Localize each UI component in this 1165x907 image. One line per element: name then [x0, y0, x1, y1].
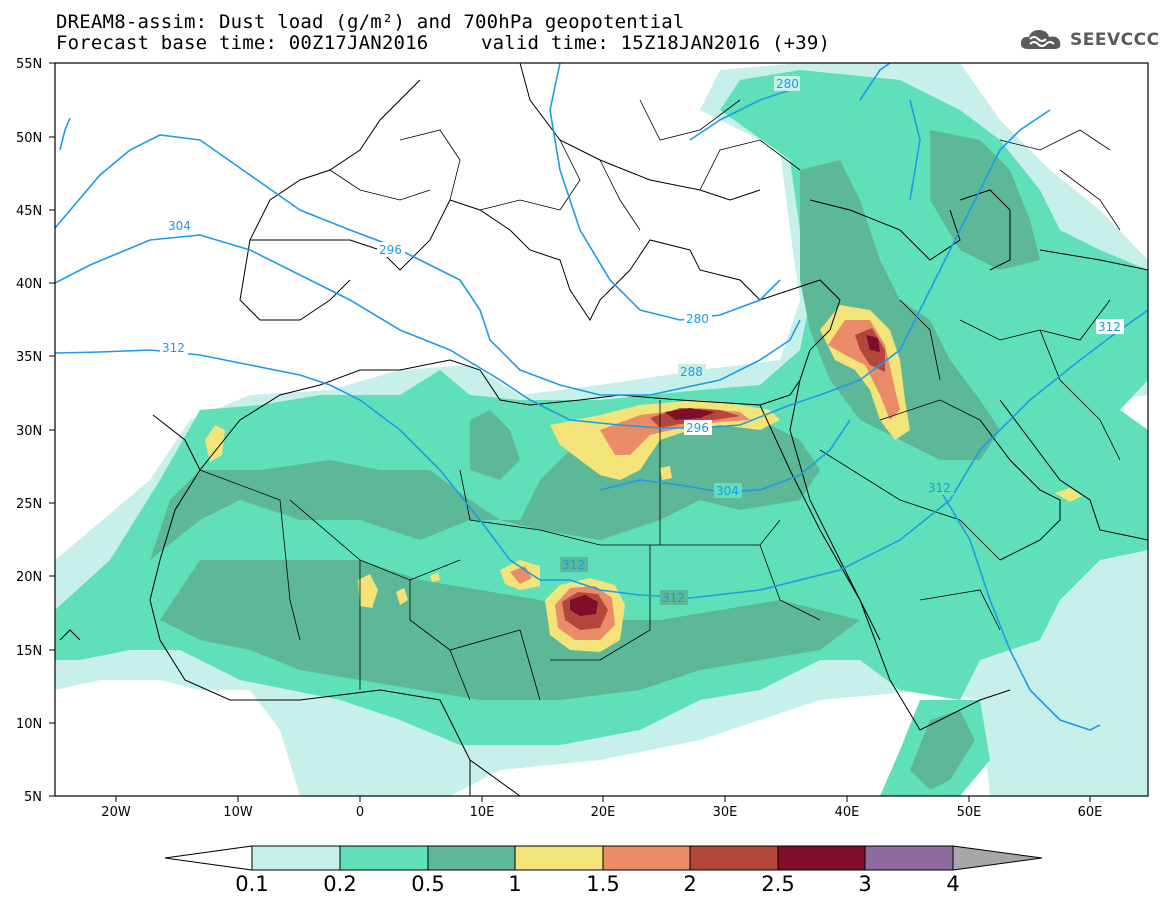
- lon-label: 0: [356, 805, 364, 820]
- lat-label: 45N: [16, 204, 42, 219]
- logo-text: SEEVCCC: [1070, 30, 1160, 50]
- colorbar-segment: [603, 846, 690, 870]
- lat-label: 20N: [16, 570, 42, 585]
- lon-label: 40E: [835, 805, 860, 820]
- seevccc-logo: SEEVCCC: [1018, 26, 1160, 54]
- forecast-base-time: Forecast base time: 00Z17JAN2016: [56, 32, 429, 54]
- country-borders: [199, 99, 1121, 701]
- contour-label: 312: [162, 341, 185, 355]
- colorbar-tick-label: 4: [946, 872, 960, 896]
- colorbar-tick-label: 0.1: [235, 872, 269, 896]
- cloud-icon: [1020, 30, 1061, 49]
- contour-label: 288: [680, 365, 703, 379]
- lat-label: 40N: [16, 277, 42, 292]
- lon-label: 20W: [101, 805, 131, 820]
- contour-label: 312: [928, 481, 951, 495]
- contour-label: 312: [1098, 320, 1121, 334]
- lat-label: 50N: [16, 131, 42, 146]
- colorbar-tick-label: 1: [508, 872, 522, 896]
- lon-label: 30E: [713, 805, 738, 820]
- colorbar-low-end: [164, 845, 253, 871]
- map-title: DREAM8-assim: Dust load (g/m²) and 700hP…: [56, 11, 685, 33]
- geopotential-contours: [55, 63, 1148, 731]
- lat-label: 30N: [16, 424, 42, 439]
- colorbar-tick-label: 0.5: [411, 872, 445, 896]
- colorbar-segment: [340, 846, 428, 870]
- contour-label: 304: [716, 484, 739, 498]
- lat-label: 5N: [24, 790, 42, 805]
- contour-label-group: 280 288 296 304 312 312 312 312 280 296 …: [160, 76, 1124, 605]
- contour-label: 296: [379, 243, 402, 257]
- latitude-axis: 55N 50N 45N 40N 35N 30N 25N 20N 15N 10N …: [16, 57, 55, 805]
- colorbar: [164, 845, 1043, 871]
- lat-label: 25N: [16, 497, 42, 512]
- contour-label: 280: [776, 77, 799, 91]
- colorbar-tick-label: 0.2: [323, 872, 357, 896]
- dust-load-field: [55, 63, 1148, 796]
- lon-label: 50E: [957, 805, 982, 820]
- colorbar-segment: [515, 846, 603, 870]
- lat-label: 55N: [16, 57, 42, 72]
- colorbar-tick-label: 2: [683, 872, 697, 896]
- contour-label: 296: [686, 421, 709, 435]
- contour-label: 312: [562, 558, 585, 572]
- lat-label: 15N: [16, 644, 42, 659]
- lon-label: 60E: [1078, 805, 1103, 820]
- contour-label: 280: [686, 312, 709, 326]
- colorbar-segment: [865, 846, 953, 870]
- colorbar-segment: [690, 846, 778, 870]
- lon-label: 20E: [591, 805, 616, 820]
- colorbar-segment: [252, 846, 340, 870]
- colorbar-tick-label: 1.5: [586, 872, 620, 896]
- longitude-axis: 20W 10W 0 10E 20E 30E 40E 50E 60E: [101, 796, 1102, 820]
- colorbar-high-end: [952, 845, 1043, 871]
- lat-label: 35N: [16, 350, 42, 365]
- valid-time: valid time: 15Z18JAN2016 (+39): [481, 32, 831, 54]
- lon-label: 10W: [223, 805, 253, 820]
- colorbar-tick-label: 3: [858, 872, 872, 896]
- colorbar-segment: [428, 846, 515, 870]
- lon-label: 10E: [470, 805, 495, 820]
- colorbar-segment: [778, 846, 865, 870]
- contour-label: 304: [168, 219, 191, 233]
- lat-label: 10N: [16, 717, 42, 732]
- contour-label: 312: [662, 591, 685, 605]
- colorbar-tick-label: 2.5: [761, 872, 795, 896]
